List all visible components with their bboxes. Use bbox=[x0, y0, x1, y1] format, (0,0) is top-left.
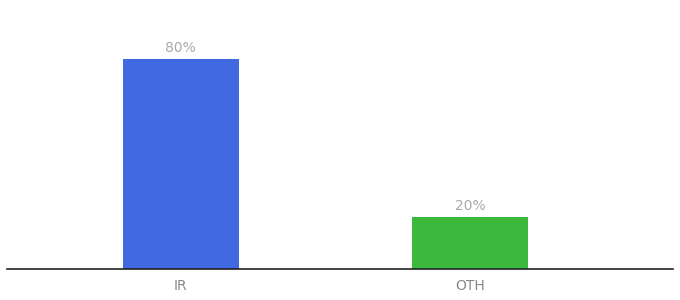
Text: 80%: 80% bbox=[165, 41, 196, 56]
Text: 20%: 20% bbox=[455, 199, 486, 213]
Bar bbox=[123, 59, 239, 269]
Bar bbox=[412, 217, 528, 269]
